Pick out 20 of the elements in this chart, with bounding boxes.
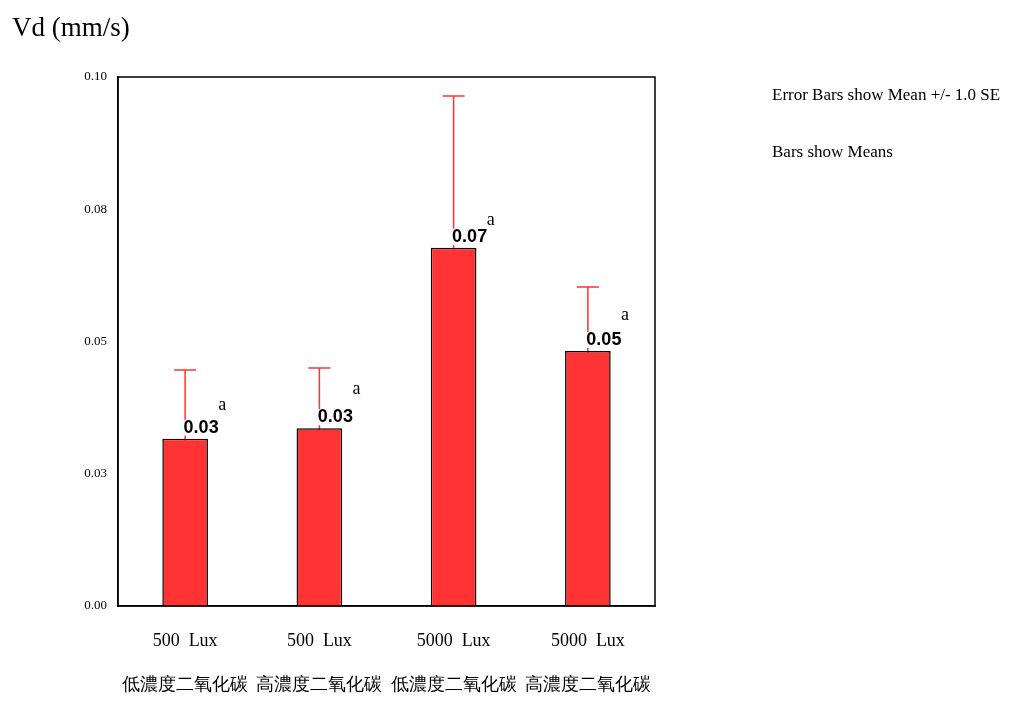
text: Bars show Means [772, 142, 893, 162]
y-tick-label: 0.10 [84, 68, 107, 84]
y-tick-label: 0.00 [84, 597, 107, 613]
annotation: a [218, 393, 227, 414]
category-label: 500 Lux 低濃度二氧化碳 [122, 630, 249, 694]
category-label: 5000 Lux 低濃度二氧化碳 [390, 630, 517, 694]
data-label: 0.07 [452, 225, 488, 246]
annotation: a [486, 208, 495, 229]
y-axis-title: Vd (mm/s) [12, 12, 130, 43]
annotation: a [352, 377, 361, 398]
data-label: 0.05 [586, 328, 622, 349]
text: Error Bars show Mean +/- 1.0 SE [772, 85, 1001, 105]
y-tick-label: 0.05 [84, 332, 107, 348]
data-label: 0.03 [183, 416, 219, 437]
y-tick-label: 0.08 [84, 200, 107, 216]
data-label: 0.03 [317, 406, 353, 427]
category-label: 5000 Lux 高濃度二氧化碳 [524, 630, 651, 694]
y-tick-label: 0.03 [84, 465, 107, 481]
category-label: 500 Lux 高濃度二氧化碳 [256, 630, 383, 694]
annotation: a [620, 303, 629, 324]
